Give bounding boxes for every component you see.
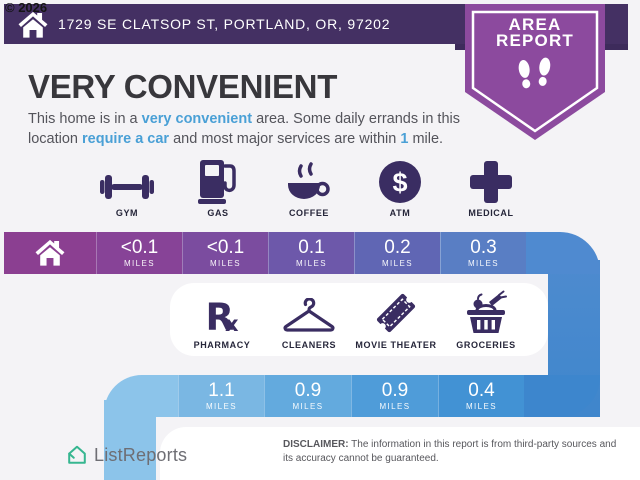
distance-cell: 0.9 MILES [264, 375, 351, 417]
service-groceries: GROCERIES [441, 290, 531, 350]
copyright-watermark: © 2026 [5, 0, 48, 15]
footer-card [160, 427, 640, 480]
distance-cell: 0.4 MILES [438, 375, 524, 417]
disclaimer-text: DISCLAIMER: The information in this repo… [283, 439, 617, 464]
distance-cell: 1.1 MILES [178, 375, 264, 417]
brand-name: ListReports [94, 444, 188, 465]
service-coffee: COFFEE [264, 160, 354, 218]
service-movie-theater: MOVIE THEATER [351, 292, 441, 350]
distance-cell: 0.3 MILES [440, 232, 526, 274]
service-medical: MEDICAL [446, 160, 536, 218]
movie-theater-icon [373, 292, 419, 336]
summary-text: This home is in a very convenient area. … [28, 109, 478, 149]
atm-icon: $ [378, 160, 422, 204]
area-report-badge: AREA REPORT [465, 4, 605, 140]
service-gym: GYM [82, 160, 172, 218]
coffee-icon [286, 160, 332, 204]
distance-cell: <0.1 MILES [182, 232, 268, 274]
property-address: 1729 SE CLATSOP ST, PORTLAND, OR, 97202 [58, 16, 391, 32]
listreports-house-icon [68, 445, 86, 464]
home-marker-cell [4, 232, 96, 274]
groceries-icon [462, 290, 510, 336]
bar-corner-segment [526, 232, 600, 274]
summary-line-1: This home is in a very convenient area. … [28, 111, 460, 127]
distance-cell: 0.2 MILES [354, 232, 440, 274]
distance-cell: 0.9 MILES [351, 375, 438, 417]
cleaners-icon [281, 292, 337, 336]
gas-icon [198, 160, 238, 204]
footprints-icon [513, 56, 557, 103]
badge-title: AREA REPORT [495, 15, 575, 50]
svg-text:$: $ [392, 168, 407, 198]
bar-elbow-segment [104, 375, 178, 417]
house-icon [35, 239, 65, 266]
distance-cell: 0.1 MILES [268, 232, 354, 274]
service-gas: GAS [173, 160, 263, 218]
medical-icon [469, 160, 513, 204]
distance-cell: <0.1 MILES [96, 232, 182, 274]
listreports-logo: ListReports [66, 444, 187, 466]
gym-icon [100, 160, 154, 204]
page-title: VERY CONVENIENT [28, 68, 338, 105]
summary-line-2: location require a car and most major se… [28, 131, 444, 147]
service-cleaners: CLEANERS [264, 292, 354, 350]
service-atm: $ ATM [355, 160, 445, 218]
house-icon [18, 11, 48, 44]
